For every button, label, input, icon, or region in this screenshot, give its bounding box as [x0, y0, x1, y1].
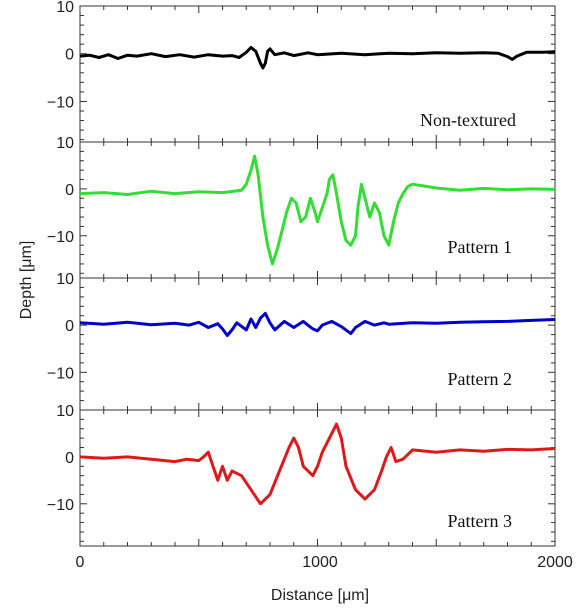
panel-label: Pattern 2: [448, 369, 513, 389]
series-line: [79, 46, 556, 70]
panel-label: Pattern 1: [448, 237, 513, 257]
x-axis-label: Distance [μm]: [271, 587, 369, 604]
panel-label: Pattern 3: [448, 511, 513, 531]
y-tick-label: 0: [65, 318, 74, 335]
panel-frame: [79, 141, 556, 279]
panel-label: Non-textured: [420, 110, 516, 130]
panel-2: 10 0 −10 Pattern 1: [47, 135, 556, 279]
y-tick-label: 0: [65, 182, 74, 199]
y-tick-label: −10: [47, 94, 74, 111]
y-axis-label: Depth [μm]: [18, 241, 35, 320]
x-tick-labels: 0 1000 2000: [76, 554, 573, 571]
y-tick-label: −10: [47, 365, 74, 382]
panel-frame: [79, 277, 556, 411]
y-tick-label: 10: [56, 403, 74, 420]
panel-4: 10 0 −10 Pattern 3: [47, 403, 556, 547]
x-tick-label-1000: 1000: [302, 554, 338, 571]
series-line: [79, 422, 556, 506]
y-tick-label: 10: [56, 0, 74, 16]
series-line: [79, 311, 556, 337]
y-tick-label: −10: [47, 229, 74, 246]
panels-group: 10 0 −10 Non-textured 10 0 −10 Pattern 1 10 0 −10 P…: [47, 0, 556, 547]
y-tick-label: 0: [65, 47, 74, 64]
series-line: [79, 154, 556, 266]
x-tick-label-2000: 2000: [537, 554, 573, 571]
y-tick-label: 10: [56, 271, 74, 288]
panel-3: 10 0 −10 Pattern 2: [47, 271, 556, 411]
y-tick-label: 0: [65, 450, 74, 467]
y-tick-label: 10: [56, 135, 74, 152]
y-tick-label: −10: [47, 497, 74, 514]
panel-1: 10 0 −10 Non-textured: [47, 0, 556, 143]
x-tick-label-0: 0: [76, 554, 85, 571]
